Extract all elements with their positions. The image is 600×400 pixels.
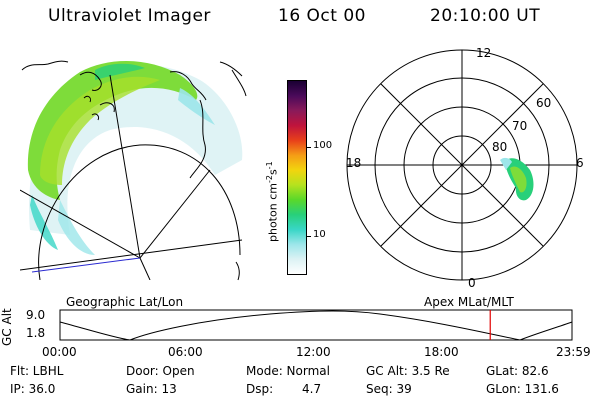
observation-time: 20:10:00 UT <box>430 6 541 26</box>
info-dsp-label: Dsp: <box>246 382 274 396</box>
mlt-label-18: 18 <box>346 156 362 170</box>
colorbar <box>287 80 307 275</box>
timeline-frame <box>59 309 573 341</box>
lat-label-70: 70 <box>512 119 528 133</box>
info-ip: IP: 36.0 <box>10 382 56 396</box>
lat-label-80: 80 <box>492 140 508 154</box>
timeline-tick-0600: 06:00 <box>168 345 203 359</box>
info-flt: Flt: LBHL <box>10 364 64 378</box>
colorbar-tick-mark <box>307 147 311 148</box>
geographic-view <box>20 60 247 280</box>
info-glat: GLat: 82.6 <box>486 364 549 378</box>
timeline-y-max: 9.0 <box>26 308 46 322</box>
lat-label-60: 60 <box>536 96 552 110</box>
mlt-label-6: 6 <box>576 156 584 170</box>
mlt-label-12: 12 <box>476 46 492 60</box>
info-gc-alt: GC Alt: 3.5 Re <box>366 364 450 378</box>
info-mode: Mode: Normal <box>246 364 330 378</box>
polar-plot <box>346 49 578 281</box>
colorbar-tick-10: 10 <box>313 229 326 240</box>
info-dsp-value: 4.7 <box>302 382 322 396</box>
timeline-y-min: 1.8 <box>26 326 46 340</box>
instrument-title: Ultraviolet Imager <box>48 6 211 26</box>
timeline-right-label: Apex MLat/MLT <box>424 295 514 309</box>
coastlines <box>21 60 243 179</box>
altitude-curve <box>59 310 573 341</box>
timeline-tick-2359: 23:59 <box>556 345 591 359</box>
info-gain: Gain: 13 <box>126 382 177 396</box>
info-glon: GLon: 131.6 <box>486 382 559 396</box>
colorbar-tick-100: 100 <box>313 140 333 151</box>
observation-date: 16 Oct 00 <box>278 6 366 26</box>
info-seq: Seq: 39 <box>366 382 412 396</box>
timeline-tick-0000: 00:00 <box>42 345 77 359</box>
timeline-tick-1800: 18:00 <box>424 345 459 359</box>
aurora-oval-green <box>27 61 198 200</box>
mlt-label-0: 0 <box>468 276 476 290</box>
terminator-line <box>31 257 141 273</box>
timeline-tick-1200: 12:00 <box>296 345 331 359</box>
info-door: Door: Open <box>126 364 195 378</box>
colorbar-tick-mark <box>307 236 311 237</box>
timeline-left-label: Geographic Lat/Lon <box>66 295 184 309</box>
